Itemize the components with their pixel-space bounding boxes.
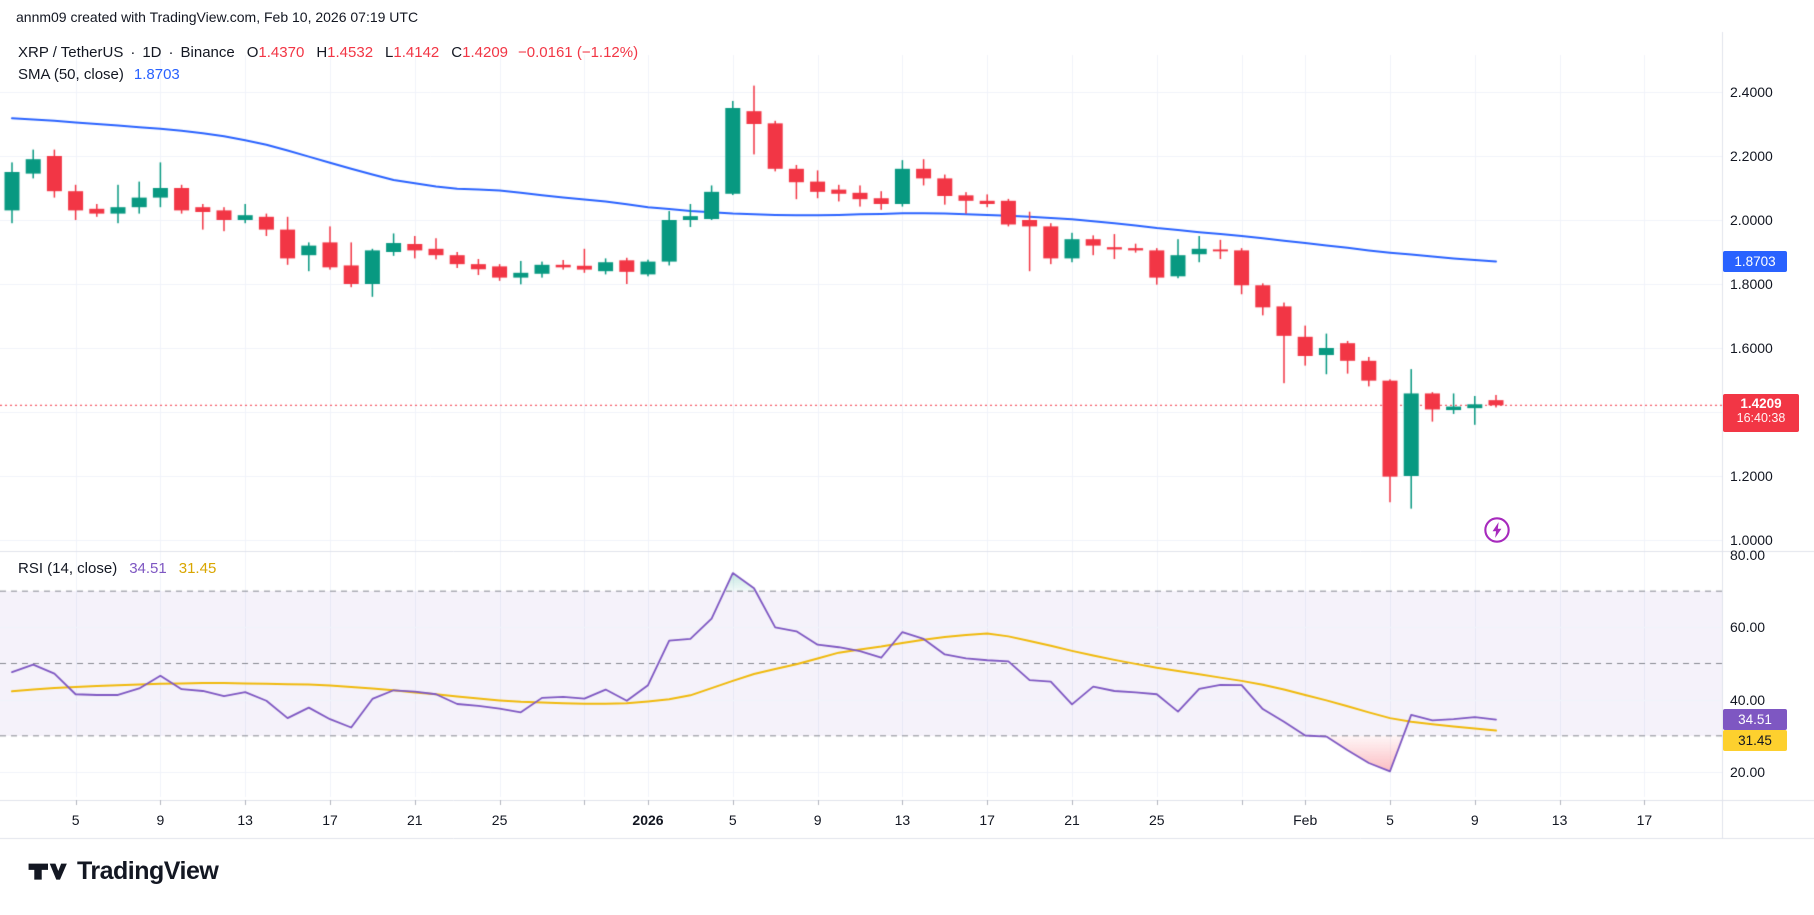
rsi-axis-label: 80.00 (1730, 547, 1766, 563)
price-axis-label: 1.6000 (1730, 340, 1773, 356)
close-value: 1.4209 (462, 44, 509, 61)
time-axis-label: 5 (1386, 812, 1394, 828)
last-price-badge: 1.4209 16:40:38 (1723, 394, 1799, 433)
logo-text: TradingView (77, 856, 219, 885)
time-axis-label: 25 (1149, 812, 1165, 828)
price-axis-label: 1.8000 (1730, 276, 1773, 292)
time-axis-label: 9 (156, 812, 165, 828)
time-axis-label: 2026 (632, 812, 664, 828)
rsi-axis-label: 60.00 (1730, 619, 1766, 636)
price-axis-label: 2.2000 (1730, 148, 1773, 164)
sma-value-badge: 1.8703 (1723, 251, 1787, 272)
time-axis-label: 17 (1636, 812, 1653, 828)
exchange-label: Binance (180, 44, 235, 61)
time-axis-label: 13 (237, 812, 253, 828)
time-axis-label: 13 (1551, 812, 1568, 828)
rsi-axis-label: 20.00 (1730, 764, 1766, 781)
time-axis-label: 25 (491, 812, 508, 828)
time-axis-label: 21 (407, 812, 423, 828)
separator: · (168, 44, 174, 61)
time-axis-label: 9 (813, 812, 822, 828)
time-axis-label: 17 (322, 812, 338, 828)
rsi-legend[interactable]: RSI (14, close) 34.51 31.45 (18, 560, 216, 577)
high-value: 1.4532 (327, 44, 374, 61)
time-axis-label: 13 (894, 812, 911, 828)
sma-legend[interactable]: SMA (50, close) 1.8703 (18, 66, 180, 83)
rsi-ma-value-badge: 31.45 (1723, 730, 1787, 752)
low-label: L (385, 44, 394, 61)
symbol-legend[interactable]: XRP / TetherUS · 1D · Binance O 1.4370 H… (18, 44, 638, 61)
low-value: 1.4142 (393, 44, 440, 61)
price-axis-label: 1.0000 (1730, 532, 1773, 548)
time-axis-label: Feb (1293, 812, 1318, 828)
open-label: O (246, 44, 259, 61)
sma-label: SMA (50, close) (18, 66, 124, 83)
high-label: H (316, 44, 328, 61)
last-price-value: 1.4209 (1740, 396, 1782, 412)
tradingview-logo[interactable]: TradingView (28, 856, 219, 886)
time-axis-label: 5 (71, 812, 80, 828)
attribution-text: annm09 created with TradingView.com, Feb… (16, 9, 419, 25)
tradingview-mark-icon (28, 863, 67, 880)
price-axis-label: 2.0000 (1730, 212, 1773, 228)
lightning-button[interactable] (1483, 516, 1511, 544)
rsi-ma-legend-value: 31.45 (178, 560, 217, 577)
rsi-value-badge: 34.51 (1723, 709, 1787, 731)
rsi-label: RSI (14, close) (18, 560, 118, 577)
rsi-axis-label: 40.00 (1730, 691, 1766, 708)
time-axis-label: 5 (728, 812, 737, 828)
sma-legend-value: 1.8703 (133, 66, 180, 83)
time-axis-label: 21 (1064, 812, 1080, 828)
close-label: C (451, 44, 463, 61)
separator: · (130, 44, 136, 61)
rsi-legend-value: 34.51 (129, 560, 167, 577)
symbol-title: XRP / TetherUS (18, 44, 124, 61)
price-axis-label: 1.2000 (1730, 468, 1773, 484)
time-axis-label: 9 (1470, 812, 1479, 828)
interval-label: 1D (142, 44, 162, 61)
change-value: −0.0161 (−1.12%) (518, 44, 639, 61)
bar-countdown: 16:40:38 (1736, 411, 1786, 426)
open-value: 1.4370 (258, 44, 305, 61)
time-axis-label: 17 (979, 812, 995, 828)
price-axis-label: 2.4000 (1730, 84, 1773, 100)
lightning-bolt-icon (1484, 517, 1510, 543)
